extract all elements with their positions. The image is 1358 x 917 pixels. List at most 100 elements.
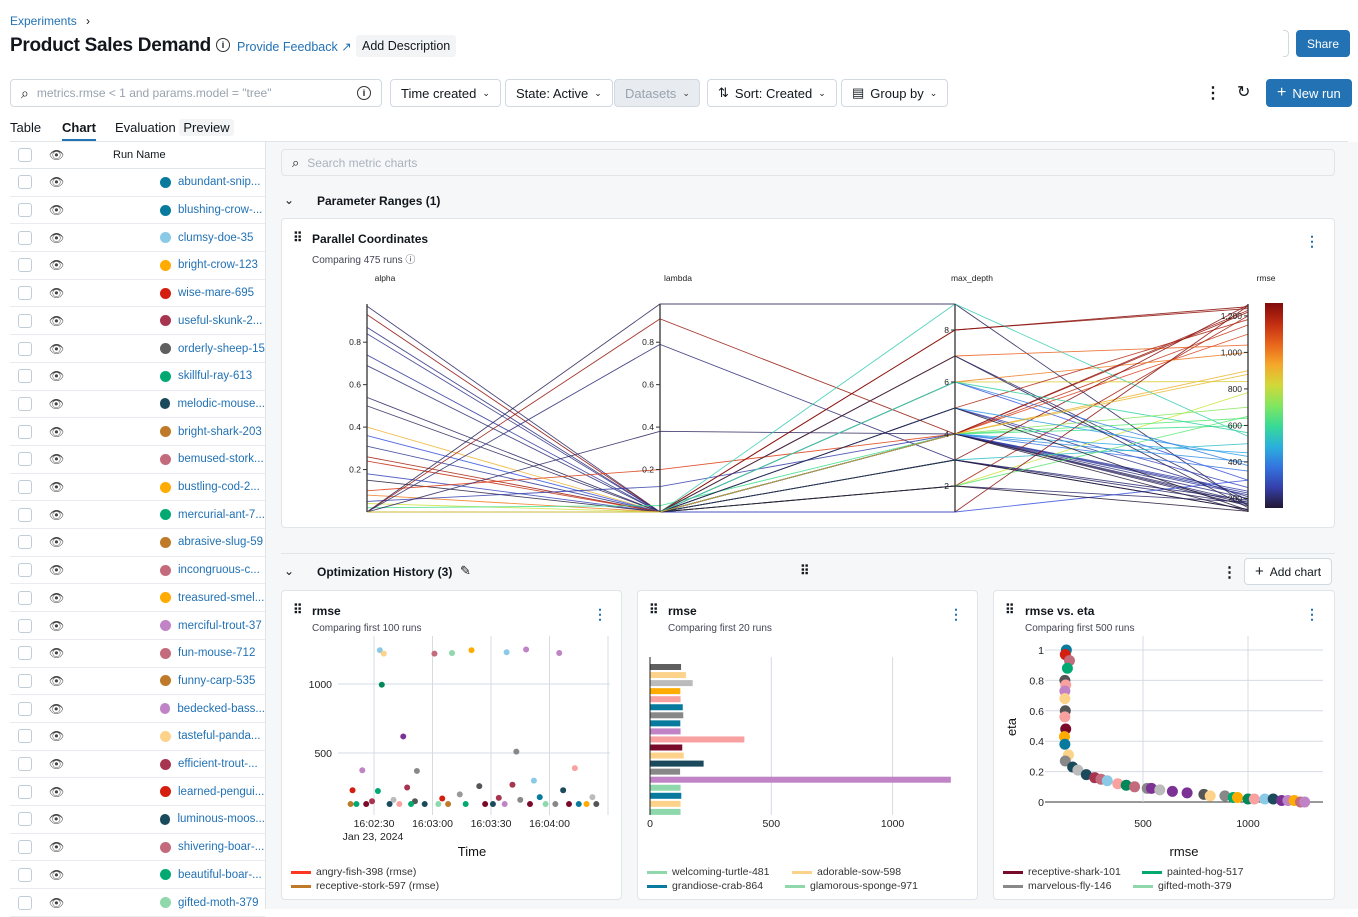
row-checkbox[interactable] (18, 729, 32, 744)
run-name-link[interactable]: bemused-stork... (178, 453, 264, 466)
share-button[interactable]: Share (1296, 30, 1351, 57)
run-name-link[interactable]: efficient-trout-... (178, 758, 258, 771)
add-description-button[interactable]: Add Description (356, 35, 457, 57)
row-checkbox[interactable] (18, 175, 32, 190)
run-name-link[interactable]: abrasive-slug-59 (178, 536, 264, 549)
eye-icon[interactable]: 👁 (49, 203, 65, 218)
info-icon[interactable]: i (357, 86, 371, 100)
eye-icon[interactable]: 👁 (49, 590, 65, 605)
run-row[interactable]: 👁 fun-mouse-712 (10, 640, 265, 668)
eye-icon[interactable]: 👁 (49, 563, 65, 578)
row-checkbox[interactable] (18, 203, 32, 218)
eye-icon[interactable]: 👁 (49, 230, 65, 245)
eye-icon[interactable]: 👁 (49, 535, 65, 550)
info-icon[interactable]: i (216, 38, 230, 52)
run-name-link[interactable]: tasteful-panda... (178, 730, 261, 743)
run-name-link[interactable]: luminous-moos... (177, 813, 265, 826)
run-name-link[interactable]: fun-mouse-712 (178, 647, 256, 660)
time-created-dropdown[interactable]: Time created ⌄ (390, 79, 501, 107)
row-checkbox[interactable] (18, 618, 32, 633)
eye-icon[interactable]: 👁 (49, 840, 65, 855)
eye-icon[interactable]: 👁 (49, 673, 65, 688)
run-row[interactable]: 👁 efficient-trout-... (10, 751, 265, 779)
run-row[interactable]: 👁 funny-carp-535 (10, 668, 265, 696)
run-name-link[interactable]: orderly-sheep-15 (178, 342, 265, 355)
run-row[interactable]: 👁 beautiful-boar-... (10, 862, 265, 890)
run-name-link[interactable]: wise-mare-695 (178, 287, 255, 300)
drag-handle-icon[interactable]: ⠿ (293, 230, 302, 245)
eye-icon[interactable]: 👁 (49, 480, 65, 495)
chevron-down-icon[interactable]: ⌄ (284, 193, 295, 207)
row-checkbox[interactable] (18, 840, 32, 855)
eye-icon[interactable]: 👁 (49, 895, 65, 910)
run-name-link[interactable]: bustling-cod-2... (178, 481, 260, 494)
drag-handle-icon[interactable]: ⠿ (293, 602, 302, 617)
eye-icon[interactable]: 👁 (49, 729, 65, 744)
state-dropdown[interactable]: State: Active ⌄ (505, 79, 613, 107)
legend-item[interactable]: receptive-shark-101 (1003, 866, 1121, 878)
run-name-link[interactable]: beautiful-boar-... (178, 868, 262, 881)
new-run-button[interactable]: + New run (1266, 79, 1352, 107)
eye-icon[interactable]: 👁 (49, 507, 65, 522)
eye-icon[interactable]: 👁 (48, 812, 64, 827)
eye-icon[interactable]: 👁 (49, 618, 65, 633)
run-name-link[interactable]: bedecked-bass... (177, 702, 265, 715)
chart-menu-icon[interactable]: ⋮ (593, 606, 607, 622)
chart-menu-icon[interactable]: ⋮ (949, 606, 963, 622)
eye-icon[interactable]: 👁 (49, 313, 65, 328)
section-parameter-ranges[interactable]: Parameter Ranges (1) (317, 194, 441, 208)
run-name-link[interactable]: gifted-moth-379 (178, 896, 259, 909)
chart-menu-icon[interactable]: ⋮ (1305, 606, 1319, 622)
group-by-dropdown[interactable]: ▤ Group by ⌄ (841, 79, 949, 107)
row-checkbox[interactable] (18, 673, 32, 688)
row-checkbox[interactable] (18, 286, 32, 301)
row-checkbox[interactable] (18, 535, 32, 550)
run-name-link[interactable]: blushing-crow-... (178, 204, 263, 217)
run-row[interactable]: 👁 luminous-moos... (10, 806, 265, 834)
tab-evaluation[interactable]: Evaluation Preview (115, 119, 234, 136)
run-name-link[interactable]: bright-crow-123 (178, 259, 258, 272)
row-checkbox[interactable] (18, 230, 32, 245)
pencil-icon[interactable]: ✎ (460, 563, 471, 578)
legend-item[interactable]: painted-hog-517 (1142, 866, 1243, 878)
run-row[interactable]: 👁 bedecked-bass... (10, 695, 265, 723)
select-all-checkbox[interactable] (18, 148, 32, 162)
eye-icon[interactable]: 👁 (49, 452, 65, 467)
run-row[interactable]: 👁 bright-crow-123 (10, 252, 265, 280)
run-row[interactable]: 👁 learned-pengui... (10, 778, 265, 807)
eye-icon[interactable]: 👁 (49, 867, 65, 882)
eye-icon[interactable]: 👁 (49, 286, 65, 301)
row-checkbox[interactable] (18, 784, 32, 799)
row-checkbox[interactable] (18, 507, 32, 522)
run-row[interactable]: 👁 tasteful-panda... (10, 723, 265, 751)
search-runs-input[interactable]: ⌕ metrics.rmse < 1 and params.model = "t… (10, 79, 382, 107)
run-row[interactable]: 👁 blushing-crow-... (10, 197, 265, 225)
add-chart-button[interactable]: + Add chart (1244, 558, 1333, 585)
chart-menu-icon[interactable]: ⋮ (1305, 233, 1319, 249)
run-row[interactable]: 👁 wise-mare-695 (10, 280, 265, 308)
eye-icon[interactable]: 👁 (49, 784, 65, 799)
run-row[interactable]: 👁 clumsy-doe-35 (10, 224, 265, 253)
run-name-link[interactable]: useful-skunk-2... (178, 314, 263, 327)
run-row[interactable]: 👁 melodic-mouse... (10, 391, 265, 419)
eye-icon[interactable]: 👁 (49, 258, 65, 273)
legend-item[interactable]: angry-fish-398 (rmse) (291, 866, 416, 878)
eye-icon[interactable]: 👁 (48, 396, 64, 411)
drag-handle-icon[interactable]: ⠿ (800, 563, 809, 578)
sort-dropdown[interactable]: ⇅ Sort: Created ⌄ (707, 79, 837, 107)
legend-item[interactable]: gifted-moth-379 (1133, 880, 1232, 892)
eye-icon[interactable]: 👁 (49, 757, 65, 772)
eye-icon[interactable]: 👁 (49, 148, 65, 162)
run-name-link[interactable]: shivering-boar-... (178, 841, 265, 854)
legend-item[interactable]: receptive-stork-597 (rmse) (291, 880, 439, 892)
row-checkbox[interactable] (18, 590, 32, 605)
row-checkbox[interactable] (18, 341, 32, 356)
row-checkbox[interactable] (18, 646, 32, 661)
run-row[interactable]: 👁 skillful-ray-613 (10, 363, 265, 391)
info-icon[interactable]: ⓘ (405, 255, 416, 266)
run-row[interactable]: 👁 orderly-sheep-15 (10, 335, 265, 363)
row-checkbox[interactable] (18, 424, 32, 439)
run-name-link[interactable]: funny-carp-535 (178, 674, 256, 687)
datasets-dropdown[interactable]: Datasets ⌄ (614, 79, 700, 107)
search-charts-input[interactable]: ⌕ Search metric charts (281, 149, 1335, 176)
